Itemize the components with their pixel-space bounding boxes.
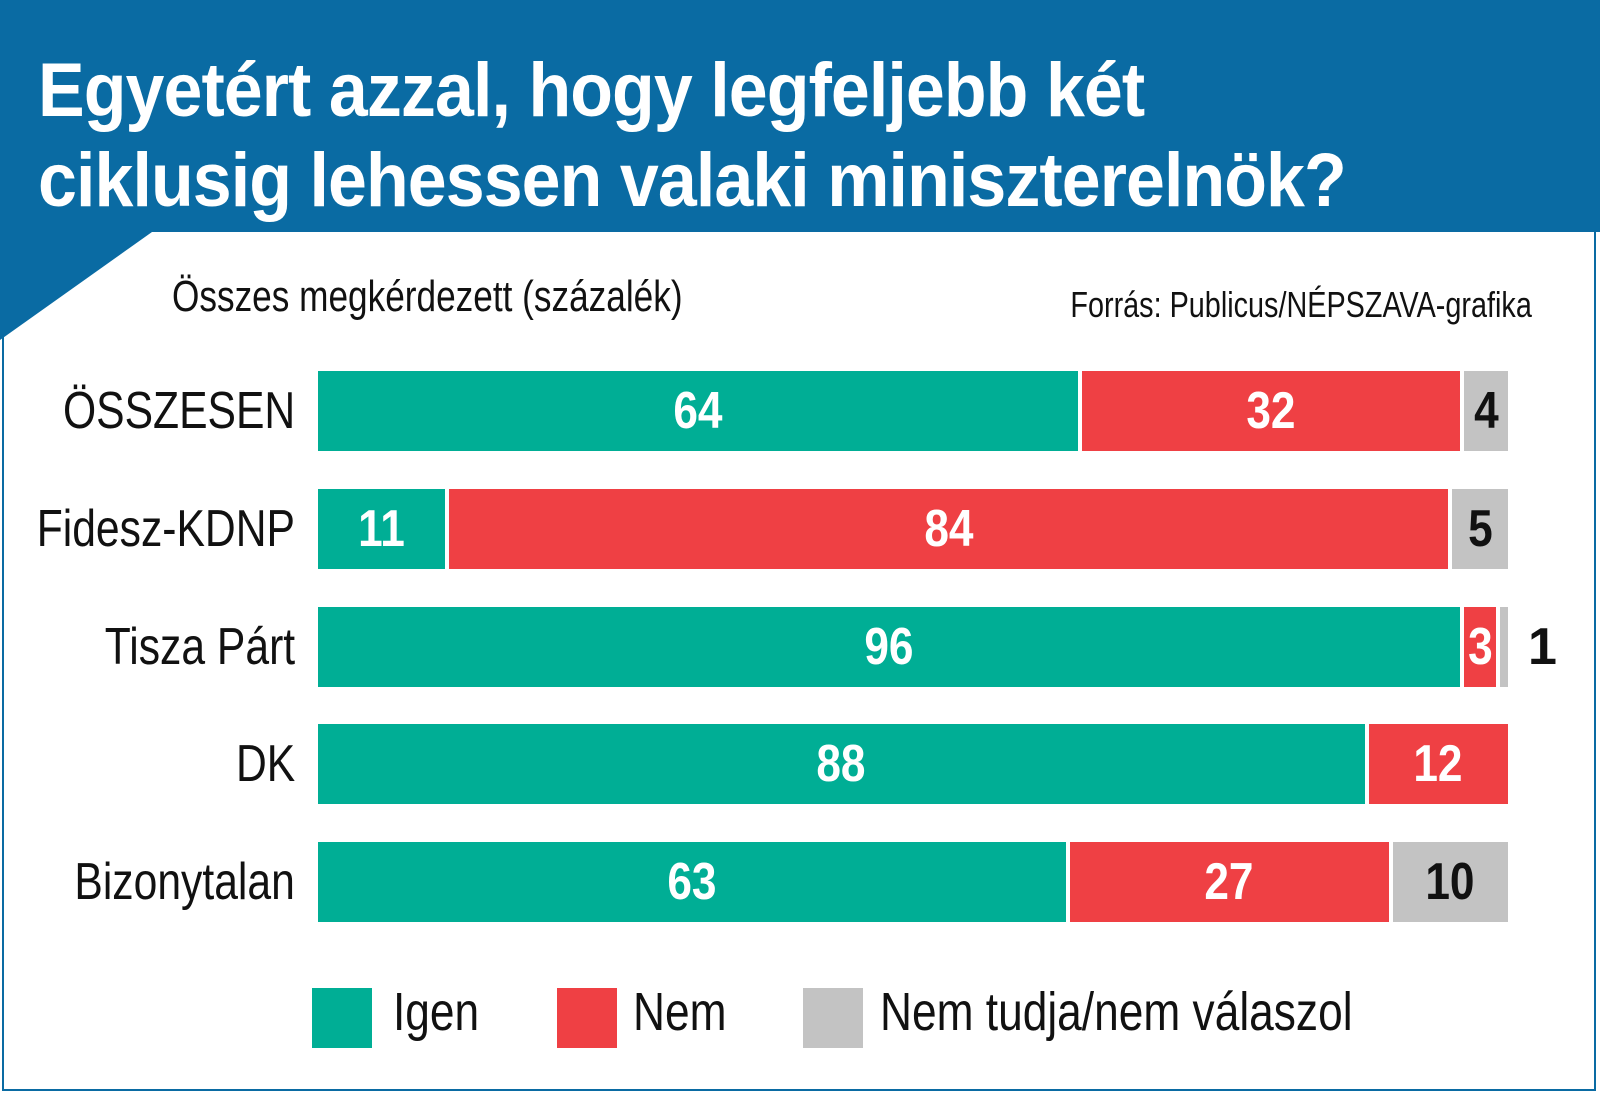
legend-swatch-nem-tudja — [803, 988, 863, 1048]
category-label: ÖSSZESEN — [62, 382, 295, 440]
data-label: 88 — [816, 735, 866, 793]
data-label: 12 — [1413, 735, 1463, 793]
bar-nem-tudja — [1500, 607, 1508, 687]
data-label: 10 — [1425, 853, 1475, 911]
legend-label-nem: Nem — [633, 982, 727, 1042]
legend-label-nem-tudja: Nem tudja/nem válaszol — [880, 982, 1353, 1042]
bar-igen: 63 — [318, 842, 1067, 922]
bar-nem-tudja: 4 — [1464, 371, 1508, 451]
bar-nem-tudja: 10 — [1392, 842, 1508, 922]
data-label: 64 — [673, 382, 723, 440]
title-banner: Egyetért azzal, hogy legfeljebb két cikl… — [0, 0, 1600, 232]
data-label: 4 — [1473, 382, 1499, 440]
bar-nem: 27 — [1070, 842, 1389, 922]
bar-igen: 11 — [318, 489, 446, 569]
bar-igen: 88 — [318, 724, 1365, 804]
data-label: 63 — [667, 853, 717, 911]
bar-nem: 12 — [1368, 724, 1508, 804]
legend-label-igen: Igen — [393, 982, 480, 1042]
data-label: 5 — [1467, 500, 1493, 558]
chart-title: Egyetért azzal, hogy legfeljebb két cikl… — [38, 46, 1347, 226]
legend-swatch-nem — [557, 988, 617, 1048]
data-label: 32 — [1246, 382, 1296, 440]
bar-nem-tudja: 5 — [1452, 489, 1508, 569]
data-label: 11 — [358, 500, 406, 558]
category-label: Fidesz-KDNP — [36, 500, 295, 558]
legend-swatch-igen — [312, 988, 372, 1048]
bar-nem: 32 — [1082, 371, 1461, 451]
category-label: Tisza Párt — [104, 618, 295, 676]
bar-igen: 96 — [318, 607, 1461, 687]
data-label: 96 — [864, 618, 914, 676]
bar-nem: 3 — [1464, 607, 1497, 687]
category-label: DK — [235, 735, 295, 793]
data-label: 1 — [1528, 618, 1557, 676]
chart-source: Forrás: Publicus/NÉPSZAVA-grafika — [1070, 284, 1532, 325]
data-label: 3 — [1467, 618, 1493, 676]
data-label: 84 — [924, 500, 974, 558]
title-line-2: ciklusig lehessen valaki miniszterelnök? — [38, 138, 1347, 223]
title-line-1: Egyetért azzal, hogy legfeljebb két — [38, 48, 1145, 133]
speech-pointer — [0, 232, 152, 340]
bar-nem: 84 — [449, 489, 1449, 569]
data-label: 27 — [1204, 853, 1254, 911]
category-label: Bizonytalan — [74, 853, 295, 911]
bar-igen: 64 — [318, 371, 1079, 451]
chart-subtitle: Összes megkérdezett (százalék) — [172, 272, 683, 321]
